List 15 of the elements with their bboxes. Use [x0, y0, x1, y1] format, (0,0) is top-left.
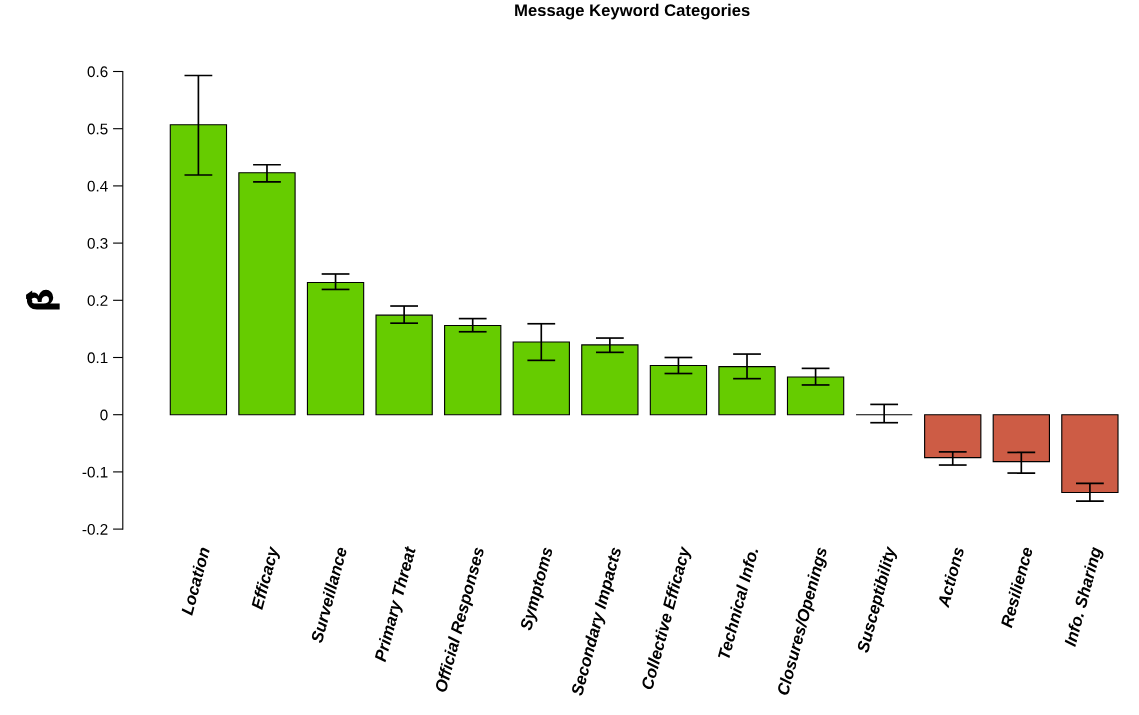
x-tick-label: Efficacy	[250, 545, 283, 611]
y-tick-label: 0.4	[87, 180, 108, 192]
y-tick-label: 0.5	[87, 123, 108, 135]
y-tick-label: 0.6	[87, 66, 108, 78]
x-tick-label: Actions	[936, 546, 965, 609]
y-tick-label: -0.2	[82, 523, 108, 535]
y-tick-label: 0.1	[87, 352, 108, 364]
y-axis-title: β̂	[26, 289, 60, 310]
chart-title: Message Keyword Categories	[515, 3, 750, 20]
y-tick-label: 0.2	[87, 295, 108, 306]
x-tick-label: Location	[180, 546, 211, 616]
y-tick-label: 0	[100, 409, 108, 421]
y-tick-label: -0.1	[82, 466, 108, 478]
x-tick-label: Primary Threat	[373, 545, 420, 664]
y-tick-label: 0.3	[87, 237, 108, 249]
